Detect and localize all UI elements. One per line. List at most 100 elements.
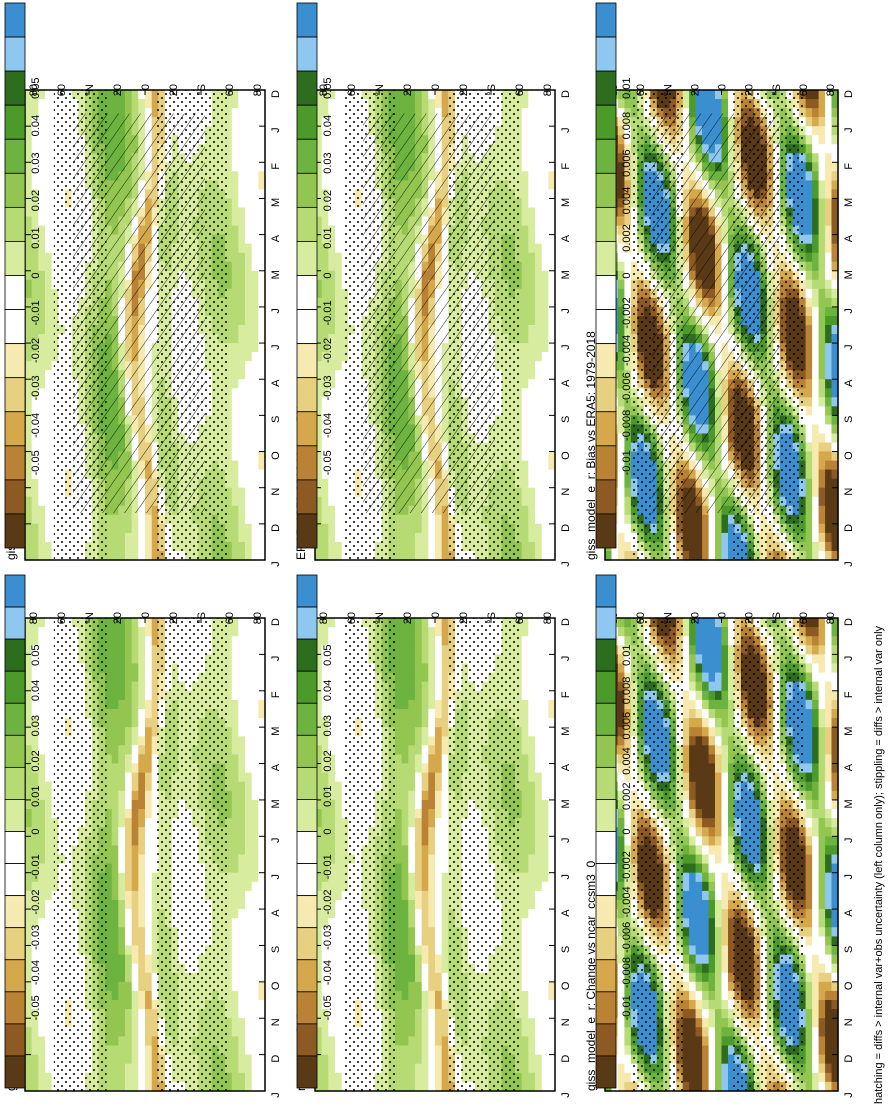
heatmap-cell <box>528 532 536 543</box>
heatmap-cell <box>528 189 536 199</box>
heatmap-cell <box>528 551 536 561</box>
heatmap-cell <box>321 397 329 407</box>
heatmap-cell <box>245 306 253 317</box>
heatmap-cell <box>328 370 336 380</box>
x-tick-label: J <box>270 308 282 314</box>
heatmap-cell <box>548 90 556 100</box>
heatmap-cell <box>328 496 336 507</box>
heatmap-cell <box>695 532 703 543</box>
heatmap-cell <box>251 180 259 190</box>
heatmap-cell <box>258 297 266 308</box>
heatmap-cell <box>315 379 323 389</box>
heatmap-cell <box>335 379 343 389</box>
heatmap-cell <box>541 306 549 317</box>
heatmap-cell <box>251 478 259 489</box>
heatmap-cell <box>617 216 625 227</box>
heatmap-cell <box>251 496 259 507</box>
heatmap-cell <box>38 505 46 516</box>
heatmap-cell <box>38 379 46 389</box>
colorbar-label: 0 <box>322 272 334 278</box>
heatmap-cell <box>258 316 266 326</box>
heatmap-cell <box>25 171 33 181</box>
heatmap-cell <box>245 505 253 516</box>
heatmap-cell <box>245 523 253 534</box>
heatmap-cell <box>528 433 536 444</box>
x-tick-label: J <box>270 127 282 133</box>
heatmap-cell <box>617 551 625 561</box>
heatmap-cell <box>335 171 343 181</box>
heatmap-cell <box>328 442 336 453</box>
heatmap-cell <box>548 216 556 227</box>
colorbar-swatch <box>296 2 318 38</box>
heatmap-cell <box>695 99 703 109</box>
heatmap-cell <box>258 126 266 136</box>
heatmap-cell <box>238 424 246 434</box>
colorbar-swatch <box>4 2 26 38</box>
heatmap-cell <box>315 343 323 353</box>
heatmap-cell <box>441 541 449 552</box>
heatmap-cell <box>535 505 543 516</box>
heatmap-cell <box>624 99 632 109</box>
heatmap-cell <box>321 270 329 281</box>
heatmap-cell <box>245 108 253 118</box>
heatmap-cell <box>238 234 246 245</box>
heatmap-cell <box>328 306 336 317</box>
heatmap-cell <box>395 99 403 109</box>
colorbar: 0.050.040.030.020.010-0.01-0.02-0.03-0.0… <box>4 2 42 549</box>
heatmap-cell <box>251 424 259 434</box>
heatmap-cell <box>245 361 253 371</box>
heatmap-cell <box>321 117 329 127</box>
heatmap-cell <box>315 514 323 525</box>
heatmap-cell <box>624 288 632 299</box>
heatmap-cell <box>535 352 543 362</box>
heatmap-cell <box>251 261 259 272</box>
heatmap-cell <box>541 261 549 272</box>
heatmap-cell <box>31 460 39 471</box>
colorbar-label: 0.03 <box>30 152 42 173</box>
heatmap-cell <box>31 261 39 272</box>
heatmap-cell <box>541 171 549 181</box>
heatmap-cell <box>258 487 266 498</box>
heatmap-cell <box>441 514 449 525</box>
heatmap-cell <box>441 551 449 561</box>
heatmap-cell <box>535 180 543 190</box>
heatmap-cell <box>231 551 239 561</box>
heatmap-cell <box>321 343 329 353</box>
heatmap-cell <box>321 532 329 543</box>
heatmap-cell <box>528 279 536 290</box>
heatmap-cell <box>45 234 53 245</box>
heatmap-cell <box>258 162 266 172</box>
heatmap-cell <box>535 297 543 308</box>
heatmap-cell <box>231 261 239 272</box>
heatmap-cell <box>45 469 53 480</box>
heatmap-cell <box>251 352 259 362</box>
heatmap-cell <box>535 316 543 326</box>
heatmap-cell <box>689 108 697 118</box>
heatmap-cell <box>315 189 323 199</box>
heatmap-cell <box>535 532 543 543</box>
heatmap-cell <box>251 415 259 425</box>
heatmap-cell <box>238 505 246 516</box>
heatmap-cell <box>25 523 33 534</box>
colorbar-swatch <box>296 172 318 208</box>
heatmap-cell <box>125 514 133 525</box>
heatmap-cell <box>245 171 253 181</box>
heatmap-cell <box>541 541 549 552</box>
heatmap-cell <box>715 90 723 100</box>
heatmap-cell <box>245 162 253 172</box>
heatmap-cell <box>535 343 543 353</box>
heatmap-cell <box>38 225 46 236</box>
heatmap-cell <box>25 551 33 561</box>
heatmap-cell <box>258 306 266 317</box>
heatmap-cell <box>548 505 556 516</box>
heatmap-cell <box>45 397 53 407</box>
heatmap-cell <box>682 108 690 118</box>
heatmap-cell <box>111 108 119 118</box>
heatmap-cell <box>328 225 336 236</box>
heatmap-cell <box>624 532 632 543</box>
heatmap-cell <box>611 551 619 561</box>
heatmap-cell <box>38 216 46 227</box>
heatmap-cell <box>624 397 632 407</box>
heatmap-cell <box>45 108 53 118</box>
heatmap-cell <box>238 451 246 462</box>
